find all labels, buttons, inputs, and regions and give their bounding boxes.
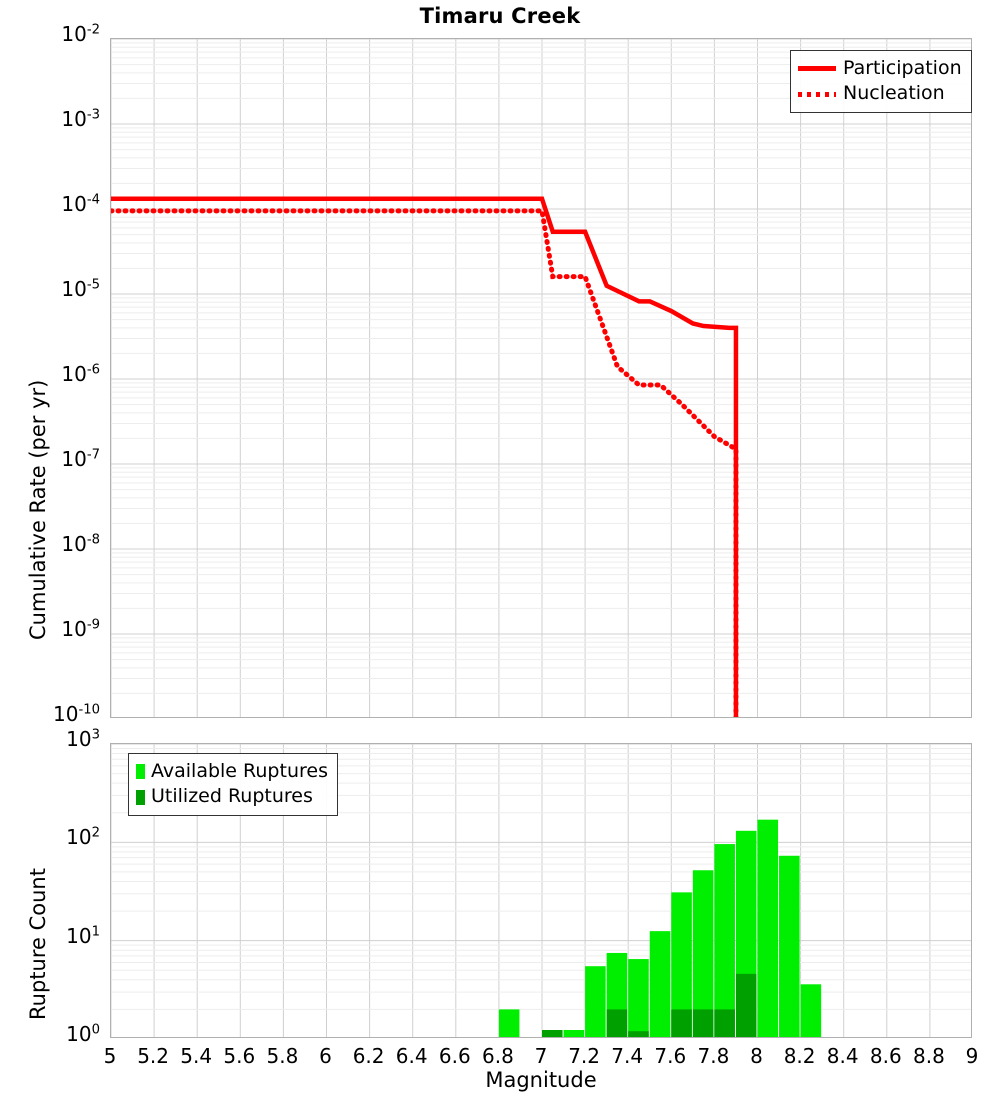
bar-available — [650, 931, 671, 1038]
legend-label: Nucleation — [843, 81, 945, 106]
legend-label: Participation — [843, 56, 962, 81]
y-tick-label: 102 — [0, 825, 110, 849]
y-tick-label: 10-3 — [0, 107, 110, 131]
y-tick-label: 10-9 — [0, 617, 110, 641]
figure-canvas: Timaru Creek Cumulative Rate (per yr) 10… — [0, 0, 1000, 1100]
solid-line-icon — [798, 66, 836, 71]
bar-utilized — [714, 1009, 735, 1038]
legend-entry: Participation — [798, 56, 962, 81]
bar-utilized — [542, 1030, 563, 1038]
y-tick-label: 100 — [0, 1022, 110, 1046]
top-legend: ParticipationNucleation — [790, 50, 972, 113]
bar-available — [779, 856, 800, 1038]
bar-available — [714, 844, 735, 1038]
bar-available — [628, 959, 649, 1038]
cumulative-rate-plot-area — [110, 38, 972, 718]
bar-utilized — [736, 974, 757, 1038]
legend-label: Available Ruptures — [151, 759, 328, 784]
legend-entry: Available Ruptures — [136, 759, 328, 784]
bar-available — [758, 820, 779, 1038]
cumulative-rate-svg — [111, 39, 972, 718]
x-axis-label: Magnitude — [110, 1068, 972, 1092]
y-tick-label: 10-10 — [0, 702, 110, 726]
x-tick-label: 9 — [942, 1044, 1000, 1068]
y-tick-label: 10-5 — [0, 277, 110, 301]
page-title: Timaru Creek — [0, 4, 1000, 28]
bar-available — [499, 1009, 520, 1038]
legend-label: Utilized Ruptures — [151, 784, 313, 809]
bottom-legend: Available RupturesUtilized Ruptures — [128, 753, 338, 816]
color-swatch-icon — [136, 790, 145, 805]
dotted-line-icon — [798, 92, 836, 97]
bar-utilized — [671, 1009, 692, 1038]
y-tick-label: 10-2 — [0, 22, 110, 46]
y-tick-label: 10-4 — [0, 192, 110, 216]
bar-available — [585, 966, 606, 1038]
bar-utilized — [693, 1009, 714, 1038]
color-swatch-icon — [136, 764, 145, 779]
legend-entry: Utilized Ruptures — [136, 784, 328, 809]
y-tick-label: 101 — [0, 924, 110, 948]
y-axis-label-top: Cumulative Rate (per yr) — [26, 380, 50, 640]
series-line-participation — [111, 199, 736, 718]
bar-utilized — [628, 1031, 649, 1038]
y-tick-label: 10-8 — [0, 532, 110, 556]
legend-entry: Nucleation — [798, 81, 962, 106]
bar-available — [564, 1030, 585, 1038]
bar-available — [801, 984, 822, 1038]
bar-utilized — [607, 1009, 628, 1038]
y-tick-label: 10-6 — [0, 362, 110, 386]
y-tick-label: 10-7 — [0, 447, 110, 471]
y-tick-label: 103 — [0, 727, 110, 751]
